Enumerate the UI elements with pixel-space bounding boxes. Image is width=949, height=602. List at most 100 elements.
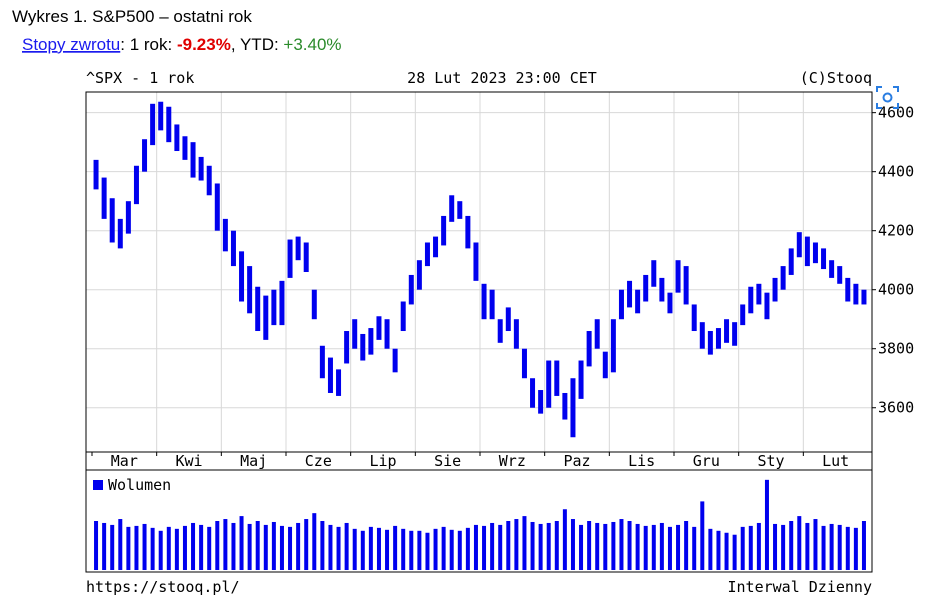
volume-bar: [150, 527, 155, 570]
volume-bar: [255, 521, 260, 570]
candle: [166, 106, 172, 143]
returns-link[interactable]: Stopy zwrotu: [22, 35, 120, 54]
volume-bar: [304, 519, 309, 570]
volume-bar: [579, 524, 584, 570]
candle: [748, 286, 754, 314]
volume-bar: [595, 522, 600, 570]
volume-bar: [773, 523, 778, 570]
volume-bar: [853, 527, 858, 570]
volume-bar: [498, 524, 503, 570]
candle: [198, 156, 204, 181]
volume-bar: [619, 519, 624, 570]
candle: [627, 280, 633, 308]
volume-bar: [344, 522, 349, 570]
candle: [489, 289, 495, 320]
volume-bar: [425, 532, 430, 570]
candle: [497, 319, 503, 343]
period-label: : 1 rok:: [120, 35, 177, 54]
volume-bar: [142, 523, 147, 570]
candle: [562, 392, 568, 420]
volume-bar: [837, 524, 842, 570]
candle: [150, 103, 156, 146]
volume-bar: [239, 516, 244, 570]
candle: [812, 242, 818, 264]
volume-bar: [191, 522, 196, 570]
candle: [125, 201, 131, 234]
candle: [586, 331, 592, 367]
candle: [554, 360, 560, 396]
candle: [691, 304, 697, 332]
volume-bar: [805, 522, 810, 570]
y-tick-label: 3800: [878, 340, 914, 358]
volume-bar: [716, 530, 721, 570]
candle: [255, 286, 261, 332]
volume-bar: [748, 525, 753, 570]
volume-bar: [611, 521, 616, 570]
volume-bar: [724, 532, 729, 570]
candle: [715, 328, 721, 349]
candle: [659, 277, 665, 302]
candle: [853, 283, 859, 305]
y-tick-label: 3600: [878, 399, 914, 417]
volume-bar: [296, 522, 301, 570]
volume-bar: [740, 526, 745, 570]
volume-bar: [320, 521, 325, 570]
x-tick-label: Wrz: [499, 452, 526, 470]
candle: [352, 319, 358, 349]
volume-bar: [182, 525, 187, 570]
candle: [651, 260, 657, 287]
y-tick-label: 4200: [878, 222, 914, 240]
chart-source: (C)Stooq: [800, 69, 872, 87]
volume-bar: [643, 525, 648, 570]
candle: [101, 177, 107, 219]
volume-bar: [393, 525, 398, 570]
footer-url: https://stooq.pl/: [86, 578, 240, 596]
volume-bar: [385, 529, 390, 570]
volume-bar: [441, 526, 446, 570]
scan-icon[interactable]: [876, 86, 899, 109]
candle: [796, 232, 802, 258]
volume-bar: [797, 516, 802, 570]
candle: [174, 124, 180, 152]
x-tick-label: Maj: [240, 452, 267, 470]
volume-bar: [207, 526, 212, 570]
legend-swatch: [93, 480, 103, 490]
candle: [247, 266, 253, 314]
volume-bar: [94, 521, 99, 570]
volume-bar: [659, 522, 664, 570]
x-tick-label: Gru: [693, 452, 720, 470]
period-return: -9.23%: [177, 35, 231, 54]
volume-bar: [522, 516, 527, 570]
candle: [263, 295, 269, 340]
volume-bar: [756, 522, 761, 570]
ytd-label: , YTD:: [231, 35, 284, 54]
candle: [643, 274, 649, 302]
candle: [368, 328, 374, 355]
volume-bar: [684, 521, 689, 570]
month-strip: [85, 451, 873, 471]
volume-bar: [223, 519, 228, 570]
candle: [538, 390, 544, 414]
volume-bar: [288, 526, 293, 570]
volume-bar: [247, 523, 252, 570]
candle: [319, 345, 325, 379]
volume-bar: [861, 521, 866, 570]
volume-bar: [651, 524, 656, 570]
volume-bar: [514, 519, 519, 570]
volume-bar: [231, 522, 236, 570]
candle: [521, 348, 527, 379]
candle: [133, 165, 139, 205]
candle: [667, 292, 673, 314]
volume-frame: [85, 469, 873, 573]
candle: [449, 195, 455, 222]
candle: [772, 277, 778, 302]
candle: [117, 218, 123, 249]
volume-bar: [692, 526, 697, 570]
candle: [594, 319, 600, 349]
candle: [570, 378, 576, 438]
candle: [635, 289, 641, 314]
volume-bar: [352, 528, 357, 570]
candle: [610, 319, 616, 373]
candle: [109, 198, 115, 243]
